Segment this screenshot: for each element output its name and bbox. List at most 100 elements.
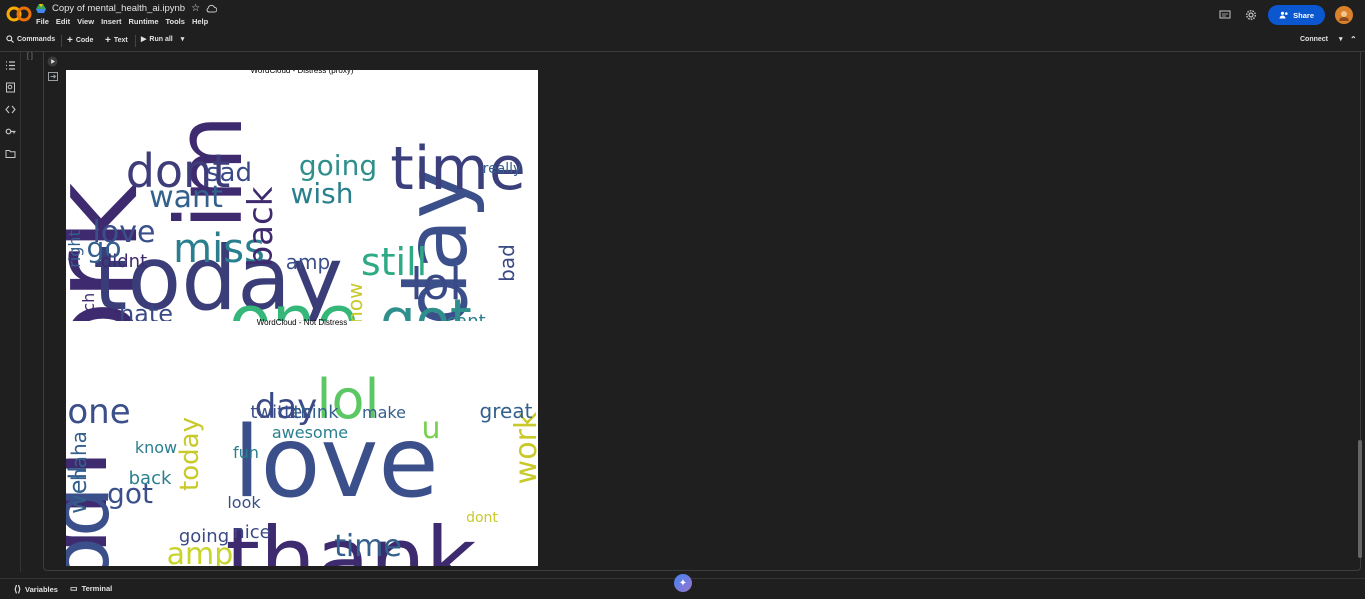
secrets-key-icon[interactable] bbox=[5, 126, 16, 137]
distress-word: go bbox=[87, 231, 122, 264]
figure-title-distress: WordCloud - Distress (proxy) bbox=[250, 70, 354, 75]
not-distress-word: thank bbox=[226, 508, 477, 566]
distress-word: day bbox=[387, 168, 487, 321]
code-cell[interactable] bbox=[43, 52, 1361, 571]
not-distress-word: look bbox=[227, 493, 261, 512]
not-distress-word: amp bbox=[167, 537, 234, 566]
collapse-toolbar-icon[interactable]: ⌃ bbox=[1350, 35, 1357, 44]
colab-logo[interactable] bbox=[6, 5, 32, 23]
cell-gutter: [ ] bbox=[21, 52, 58, 572]
distress-word: im bbox=[156, 114, 263, 229]
distress-word: one bbox=[229, 280, 359, 321]
distress-word: know bbox=[343, 283, 367, 321]
plus-icon: + bbox=[105, 35, 111, 46]
not-distress-word: think bbox=[293, 402, 339, 423]
menu-runtime[interactable]: Runtime bbox=[128, 17, 159, 26]
figure-title-not-distress: WordCloud - Not Distress bbox=[256, 318, 348, 327]
distress-word: dont bbox=[126, 144, 231, 198]
gemini-sparkle-button[interactable]: ✦ bbox=[674, 574, 692, 592]
output-actions-icon[interactable] bbox=[48, 72, 58, 81]
not-distress-word: today bbox=[175, 417, 205, 491]
chevron-down-icon[interactable]: ▾ bbox=[180, 36, 185, 43]
not-distress-word: nice bbox=[233, 522, 270, 543]
top-bar: Copy of mental_health_ai.ipynb ☆ File Ed… bbox=[0, 0, 1365, 31]
commands-button[interactable]: Commands bbox=[6, 35, 55, 43]
comments-icon[interactable] bbox=[1216, 6, 1234, 24]
add-code-button[interactable]: + Code bbox=[67, 35, 94, 46]
settings-gear-icon[interactable] bbox=[1242, 6, 1260, 24]
avatar[interactable] bbox=[1335, 6, 1353, 24]
menu-view[interactable]: View bbox=[77, 17, 95, 26]
menu-bar: File Edit View Insert Runtime Tools Help bbox=[36, 17, 208, 26]
run-cell-button[interactable] bbox=[47, 56, 58, 67]
notebook-toolbar: Commands + Code + Text ▶ Run all ▾ Conne… bbox=[0, 31, 1365, 52]
files-folder-icon[interactable] bbox=[5, 148, 16, 159]
left-sidebar bbox=[0, 52, 21, 572]
distress-word: bad bbox=[495, 244, 519, 282]
scrollbar-thumb[interactable] bbox=[1358, 440, 1362, 558]
not-distress-word: twitter bbox=[250, 402, 310, 423]
terminal-icon: ▭ bbox=[70, 584, 78, 593]
run-all-button[interactable]: ▶ Run all ▾ bbox=[141, 35, 185, 44]
not-distress-word: u bbox=[421, 411, 440, 446]
distress-word: work bbox=[66, 181, 165, 321]
variables-icon: ⟨⟩ bbox=[14, 584, 22, 594]
distress-word: love bbox=[93, 215, 156, 250]
cell-execution-count: [ ] bbox=[27, 53, 33, 60]
terminal-button[interactable]: ▭ Terminal bbox=[70, 584, 113, 593]
distress-word: lol bbox=[410, 259, 461, 310]
plus-icon: + bbox=[67, 35, 73, 46]
star-icon[interactable]: ☆ bbox=[191, 3, 201, 14]
menu-file[interactable]: File bbox=[36, 17, 49, 26]
distress-word: much bbox=[79, 293, 98, 321]
distress-word: want bbox=[149, 180, 223, 215]
not-distress-word: well bbox=[66, 466, 92, 514]
not-distress-word: one bbox=[67, 392, 130, 432]
distress-word: got bbox=[380, 288, 472, 321]
not-distress-word: day bbox=[255, 387, 318, 427]
not-distress-word: awesome bbox=[272, 423, 348, 442]
not-distress-word: im bbox=[66, 449, 132, 566]
search-icon bbox=[6, 35, 14, 43]
drive-icon[interactable] bbox=[36, 4, 46, 13]
distress-word: amp bbox=[286, 250, 330, 274]
not-distress-word: dont bbox=[466, 510, 498, 526]
code-snippets-icon[interactable] bbox=[5, 104, 16, 115]
menu-tools[interactable]: Tools bbox=[165, 17, 185, 26]
not-distress-word: fun bbox=[233, 443, 259, 462]
distress-word: right bbox=[66, 230, 84, 268]
chevron-down-icon: ▾ bbox=[1339, 36, 1343, 43]
not-distress-word: got bbox=[107, 477, 153, 510]
not-distress-word: going bbox=[179, 526, 229, 547]
not-distress-word: work bbox=[509, 411, 538, 484]
menu-insert[interactable]: Insert bbox=[101, 17, 122, 26]
distress-word: really bbox=[483, 161, 522, 177]
distress-word: still bbox=[361, 240, 427, 284]
share-button[interactable]: Share bbox=[1268, 5, 1325, 25]
not-distress-word: time bbox=[334, 529, 402, 564]
play-icon: ▶ bbox=[141, 36, 147, 43]
not-distress-word: great bbox=[480, 399, 533, 423]
sparkle-icon: ✦ bbox=[678, 577, 688, 589]
variables-button[interactable]: ⟨⟩ Variables bbox=[14, 584, 58, 594]
not-distress-word: haha bbox=[67, 431, 91, 481]
not-distress-word: lol bbox=[316, 368, 379, 431]
cloud-icon[interactable] bbox=[206, 4, 218, 13]
connect-button[interactable]: Connect ▾ bbox=[1300, 35, 1343, 44]
distress-word: sad bbox=[206, 158, 252, 188]
not-distress-word: back bbox=[129, 468, 172, 489]
not-distress-word: make bbox=[362, 403, 406, 422]
distress-word: wish bbox=[290, 177, 353, 210]
table-of-contents-icon[interactable] bbox=[5, 60, 16, 71]
notebook-title[interactable]: Copy of mental_health_ai.ipynb bbox=[52, 3, 186, 14]
menu-help[interactable]: Help bbox=[191, 17, 209, 26]
not-distress-word: love bbox=[233, 406, 438, 520]
add-text-button[interactable]: + Text bbox=[105, 35, 128, 46]
find-replace-icon[interactable] bbox=[5, 82, 16, 93]
distress-word: miss bbox=[173, 226, 265, 272]
wordcloud-output-image: WordCloud - Distress (proxy) workimtoday… bbox=[66, 70, 538, 566]
distress-word: cant bbox=[446, 311, 485, 321]
menu-edit[interactable]: Edit bbox=[55, 17, 71, 26]
